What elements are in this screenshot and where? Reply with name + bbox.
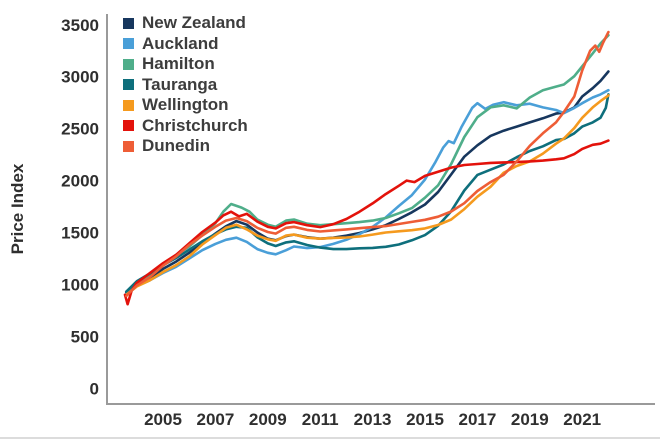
y-axis-title: Price Index (8, 163, 27, 255)
y-tick-label-2000: 2000 (61, 172, 99, 191)
legend-swatch-dunedin (123, 140, 134, 152)
legend-label-christchurch: Christchurch (142, 115, 248, 135)
y-tick-label-1000: 1000 (61, 275, 99, 294)
legend-item-auckland: Auckland (123, 33, 248, 53)
series-line-christchurch (123, 139, 610, 306)
y-tick-label-0: 0 (90, 379, 99, 398)
legend-item-tauranga: Tauranga (123, 74, 248, 94)
legend-swatch-christchurch (123, 120, 134, 131)
legend-label-dunedin: Dunedin (142, 136, 210, 155)
y-tick-label-2500: 2500 (61, 120, 99, 139)
window-bottom-edge (0, 437, 660, 439)
y-tick-label-500: 500 (71, 327, 99, 346)
legend-swatch-hamilton (123, 58, 134, 70)
y-tick-label-3000: 3000 (61, 68, 99, 87)
legend-label-tauranga: Tauranga (142, 74, 218, 94)
x-tick-label-2021: 2021 (563, 410, 601, 429)
legend-item-christchurch: Christchurch (123, 115, 248, 135)
series-line-auckland (125, 88, 610, 296)
legend-swatch-wellington (123, 99, 134, 111)
x-tick-label-2009: 2009 (249, 410, 287, 429)
x-tick-label-2017: 2017 (458, 410, 496, 429)
legend-label-auckland: Auckland (142, 33, 219, 53)
legend-item-dunedin: Dunedin (123, 136, 248, 155)
series-line-wellington (125, 94, 610, 297)
series-line-dunedin (125, 30, 610, 298)
legend-swatch-auckland (123, 38, 134, 49)
x-tick-label-2011: 2011 (302, 410, 339, 429)
legend-label-hamilton: Hamilton (142, 54, 215, 73)
legend-label-wellington: Wellington (142, 95, 229, 114)
x-tick-label-2019: 2019 (511, 410, 549, 429)
legend-label-new-zealand: New Zealand (142, 13, 246, 32)
x-tick-label-2013: 2013 (354, 410, 392, 429)
y-tick-label-1500: 1500 (61, 224, 99, 243)
chart-legend: New Zealand Auckland Hamilton Tauranga W… (123, 13, 248, 155)
y-tick-label-3500: 3500 (61, 16, 99, 35)
x-tick-label-2007: 2007 (196, 410, 234, 429)
legend-item-wellington: Wellington (123, 95, 248, 114)
x-tick-label-2005: 2005 (144, 410, 182, 429)
legend-item-new-zealand: New Zealand (123, 13, 248, 32)
legend-item-hamilton: Hamilton (123, 54, 248, 73)
legend-swatch-new-zealand (123, 17, 134, 29)
x-tick-label-2015: 2015 (406, 410, 444, 429)
legend-swatch-tauranga (123, 79, 134, 90)
